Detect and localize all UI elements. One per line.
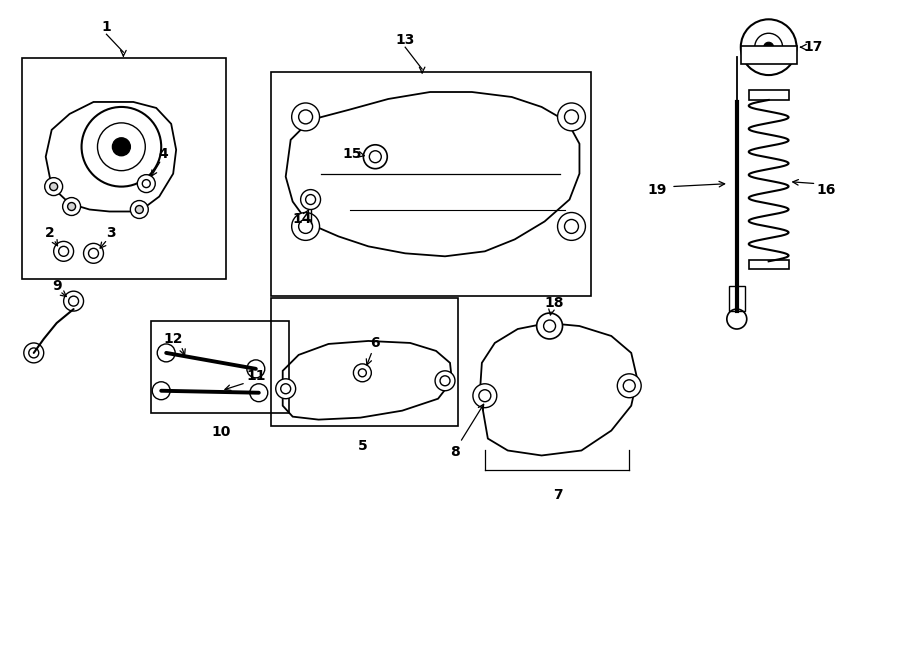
Text: 13: 13 xyxy=(395,33,415,47)
Bar xyxy=(151,321,289,412)
Circle shape xyxy=(369,151,382,163)
Circle shape xyxy=(741,19,796,75)
Circle shape xyxy=(544,320,555,332)
Bar xyxy=(741,46,796,64)
Circle shape xyxy=(135,206,143,214)
Bar xyxy=(749,90,788,100)
Circle shape xyxy=(435,371,455,391)
Circle shape xyxy=(152,382,170,400)
Circle shape xyxy=(23,343,44,363)
Circle shape xyxy=(764,42,774,52)
Circle shape xyxy=(58,247,68,256)
Circle shape xyxy=(624,380,635,392)
Text: 8: 8 xyxy=(450,446,460,459)
Circle shape xyxy=(142,180,150,188)
Circle shape xyxy=(292,103,320,131)
Circle shape xyxy=(138,175,155,192)
Circle shape xyxy=(50,182,58,190)
Text: 12: 12 xyxy=(164,332,183,346)
Text: 15: 15 xyxy=(343,147,362,161)
Circle shape xyxy=(250,384,268,402)
Circle shape xyxy=(358,369,366,377)
Circle shape xyxy=(564,110,579,124)
Circle shape xyxy=(54,241,74,261)
Circle shape xyxy=(68,296,78,306)
Text: 18: 18 xyxy=(544,296,564,310)
Circle shape xyxy=(440,376,450,386)
Circle shape xyxy=(88,249,98,258)
Circle shape xyxy=(63,198,81,215)
Circle shape xyxy=(68,202,76,210)
Circle shape xyxy=(84,243,104,263)
Circle shape xyxy=(281,384,291,394)
Text: 10: 10 xyxy=(212,424,230,439)
Text: 1: 1 xyxy=(102,20,112,34)
Circle shape xyxy=(112,137,130,156)
Text: 16: 16 xyxy=(816,182,836,196)
Circle shape xyxy=(64,291,84,311)
Circle shape xyxy=(364,145,387,169)
Text: 2: 2 xyxy=(45,227,55,241)
Circle shape xyxy=(472,384,497,408)
Text: 7: 7 xyxy=(553,488,562,502)
Circle shape xyxy=(536,313,562,339)
Text: 4: 4 xyxy=(158,147,168,161)
Text: 9: 9 xyxy=(52,279,61,293)
Text: 17: 17 xyxy=(804,40,823,54)
Text: 3: 3 xyxy=(106,227,116,241)
Circle shape xyxy=(130,200,148,219)
Circle shape xyxy=(247,360,265,378)
Circle shape xyxy=(727,309,747,329)
Circle shape xyxy=(301,190,320,210)
Circle shape xyxy=(354,364,372,382)
Circle shape xyxy=(479,390,490,402)
Circle shape xyxy=(29,348,39,358)
Circle shape xyxy=(557,212,585,241)
Bar xyxy=(271,72,591,296)
Circle shape xyxy=(292,212,320,241)
Circle shape xyxy=(299,219,312,233)
Circle shape xyxy=(557,103,585,131)
Circle shape xyxy=(275,379,296,399)
Circle shape xyxy=(82,107,161,186)
Circle shape xyxy=(97,123,145,171)
Bar xyxy=(271,298,458,426)
Text: 5: 5 xyxy=(357,438,367,453)
Text: 11: 11 xyxy=(246,369,266,383)
Circle shape xyxy=(158,344,176,362)
Text: 14: 14 xyxy=(292,212,312,227)
Circle shape xyxy=(564,219,579,233)
Bar xyxy=(729,286,745,311)
Text: 19: 19 xyxy=(647,182,667,196)
Circle shape xyxy=(617,374,641,398)
Bar xyxy=(22,58,226,279)
Circle shape xyxy=(45,178,63,196)
Text: 6: 6 xyxy=(371,336,380,350)
Circle shape xyxy=(299,110,312,124)
Bar xyxy=(749,260,788,269)
Circle shape xyxy=(306,194,316,204)
Circle shape xyxy=(755,33,783,61)
